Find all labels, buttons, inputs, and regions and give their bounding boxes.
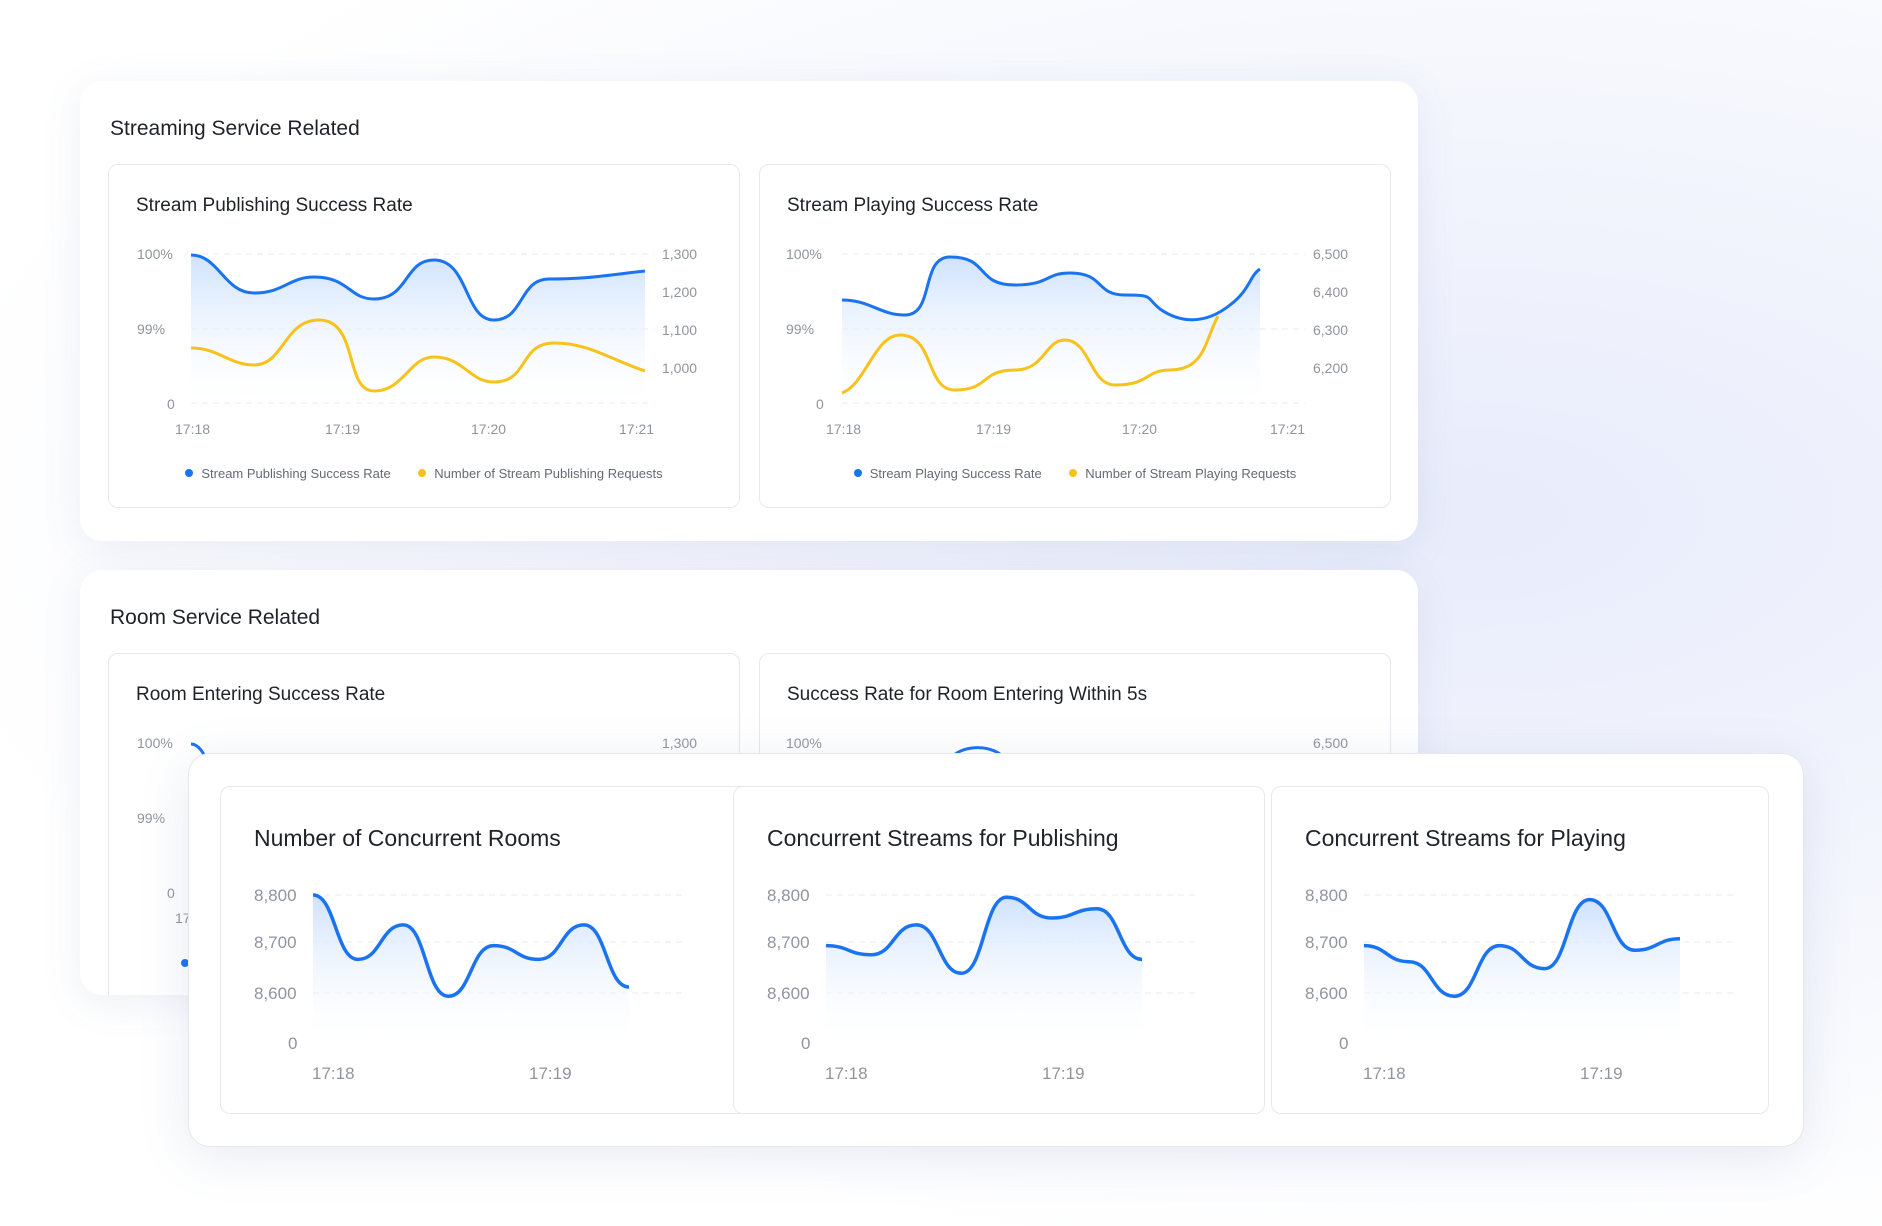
series-area [1364,899,1680,1037]
room-entering-5s-chart: 100% 6,500 [786,735,1348,761]
x-tick: 17:18 [826,421,861,437]
y-tick: 0 [816,396,824,412]
concurrent-playing-chart: 8,800 8,700 8,600 0 17:18 17:19 [1305,886,1737,1083]
legend-dot [185,469,194,477]
series-line [312,893,630,998]
success-rate-line [190,253,646,322]
legend-dot [418,469,427,477]
x-tick: 17:19 [1042,1064,1085,1083]
panel-title: Streaming Service Related [110,117,360,140]
stream-publishing-card: Stream Publishing Success Rate 100% 99% … [108,164,740,508]
x-tick: 17:19 [976,421,1011,437]
y2-tick: 1,300 [662,735,697,751]
x-tick: 17:19 [529,1064,572,1083]
concurrent-publishing-card: Concurrent Streams for Publishing 8,800 … [733,786,1265,1114]
y-tick: 8,600 [767,984,810,1003]
x-tick: 17:18 [825,1064,868,1083]
y-tick: 8,600 [254,984,297,1003]
y-tick: 100% [137,246,173,262]
y-tick: 8,800 [1305,886,1348,905]
x-tick: 17:19 [1580,1064,1623,1083]
y-tick: 8,600 [1305,984,1348,1003]
y-tick: 100% [786,735,822,751]
playing-chart: 100% 99% 0 6,500 6,400 6,300 6,200 17:18… [786,246,1348,437]
y-tick: 8,800 [767,886,810,905]
y-tick: 8,700 [767,933,810,952]
chart-legend: Stream Publishing Success Rate Number of… [109,466,739,481]
legend-label: Stream Publishing Success Rate [201,466,391,481]
y-tick: 8,800 [254,886,297,905]
streaming-service-panel: Streaming Service Related Stream Publish… [80,81,1418,541]
y-tick: 100% [137,735,173,751]
y2-tick: 6,500 [1313,735,1348,751]
x-tick: 17:19 [325,421,360,437]
legend-label: Number of Stream Playing Requests [1085,466,1297,481]
concurrent-playing-card: Concurrent Streams for Playing 8,800 8,7… [1271,786,1769,1114]
legend-dot [181,959,189,967]
concurrency-panel: Number of Concurrent Rooms 8,800 8,700 8… [188,753,1804,1147]
card-title: Stream Publishing Success Rate [136,195,413,216]
y2-tick: 1,100 [662,322,697,338]
y-tick: 99% [786,321,814,337]
series-line [1363,897,1681,998]
x-tick: 17:20 [1122,421,1157,437]
y2-tick: 1,300 [662,246,697,262]
requests-line [190,318,646,393]
y-tick: 0 [288,1034,297,1053]
legend-item[interactable]: Stream Playing Success Rate [853,466,1042,481]
y-tick: 8,700 [1305,933,1348,952]
x-tick: 17:18 [175,421,210,437]
y2-tick: 1,200 [662,284,697,300]
legend-dot [853,469,862,477]
y-tick: 99% [137,321,165,337]
y-tick: 0 [167,885,175,901]
concurrent-rooms-chart: 8,800 8,700 8,600 0 17:18 17:19 [254,886,686,1083]
y-tick: 0 [801,1034,810,1053]
card-title: Stream Playing Success Rate [787,195,1039,216]
card-title: Number of Concurrent Rooms [254,825,561,851]
room-entering-chart: 100% 99% 0 1,300 17 [137,735,697,967]
x-tick: 17:18 [1363,1064,1406,1083]
concurrent-rooms-card: Number of Concurrent Rooms 8,800 8,700 8… [220,786,752,1114]
card-title: Success Rate for Room Entering Within 5s [787,684,1148,705]
y-tick: 0 [167,396,175,412]
legend-label: Stream Playing Success Rate [869,466,1042,481]
y2-tick: 6,500 [1313,246,1348,262]
stream-playing-card: Stream Playing Success Rate 100% 99% 0 6… [759,164,1391,508]
publishing-chart: 100% 99% 0 1,300 1,200 1,100 1,000 17:18… [137,246,697,437]
legend-item[interactable]: Stream Publishing Success Rate [185,466,391,481]
x-tick: 17:20 [471,421,506,437]
y-tick: 0 [1339,1034,1348,1053]
y2-tick: 6,200 [1313,360,1348,376]
x-tick: 17:21 [1270,421,1305,437]
legend-item[interactable]: Number of Stream Playing Requests [1069,466,1296,481]
legend-dot [1069,469,1078,477]
y-tick: 99% [137,810,165,826]
series-area [313,895,629,1037]
requests-line [841,315,1220,395]
legend-item[interactable]: Number of Stream Publishing Requests [418,466,663,481]
series-line [825,895,1143,975]
success-rate-line [841,255,1261,322]
y-tick: 100% [786,246,822,262]
card-title: Concurrent Streams for Publishing [767,825,1119,851]
legend-label: Number of Stream Publishing Requests [434,466,663,481]
y-tick: 8,700 [254,933,297,952]
x-tick: 17:18 [312,1064,355,1083]
y2-tick: 6,400 [1313,284,1348,300]
card-title: Room Entering Success Rate [136,684,386,705]
y2-tick: 6,300 [1313,322,1348,338]
y2-tick: 1,000 [662,360,697,376]
panel-title: Room Service Related [110,606,321,629]
series-area [842,257,1260,403]
card-title: Concurrent Streams for Playing [1305,825,1626,851]
concurrent-publishing-chart: 8,800 8,700 8,600 0 17:18 17:19 [767,886,1199,1083]
x-tick: 17 [175,910,191,926]
series-area [826,897,1142,1037]
series-area [191,255,645,403]
chart-legend: Stream Playing Success Rate Number of St… [760,466,1390,481]
x-tick: 17:21 [619,421,654,437]
